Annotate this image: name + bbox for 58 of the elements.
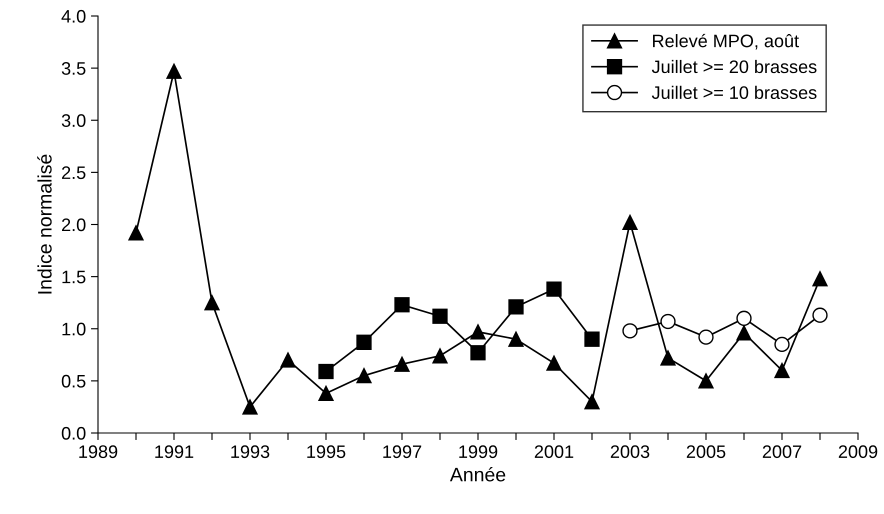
point: [584, 394, 600, 410]
point: [698, 329, 714, 345]
point: [204, 295, 220, 310]
point: [356, 334, 372, 350]
point: [622, 323, 638, 338]
point: [622, 214, 638, 230]
point: [812, 308, 828, 323]
legend-label: Juillet >= 10 brasses: [652, 86, 816, 100]
x-tick-label: 1989: [79, 445, 118, 458]
point: [470, 345, 486, 360]
x-tick-label: 2005: [686, 445, 726, 458]
x-axis-title: Année: [450, 466, 506, 482]
point: [508, 299, 524, 314]
point: [242, 399, 258, 415]
x-tick-label: 2001: [534, 445, 574, 458]
y-tick-label: 2.5: [62, 166, 86, 180]
legend-label: Juillet >= 20 brasses: [652, 60, 816, 74]
point: [546, 356, 562, 371]
y-tick-label: 0.5: [62, 374, 86, 388]
y-tick-label: 1.5: [62, 270, 86, 284]
point: [432, 348, 448, 364]
point: [736, 325, 752, 341]
point: [660, 350, 676, 366]
y-tick-label: 1.0: [62, 322, 86, 336]
point: [356, 368, 372, 384]
x-tick-label: 2007: [762, 445, 802, 458]
point: [584, 332, 600, 347]
point: [128, 225, 144, 240]
x-tick-label: 1993: [231, 445, 270, 458]
point: [812, 271, 828, 286]
point: [698, 373, 714, 389]
point: [318, 386, 334, 402]
x-tick-label: 2009: [838, 445, 878, 458]
x-tick-label: 2003: [610, 445, 650, 458]
x-tick-label: 1991: [155, 445, 194, 458]
x-tick-label: 1999: [459, 445, 498, 458]
point: [470, 324, 486, 340]
point: [774, 362, 790, 378]
point: [394, 297, 410, 312]
x-tick-label: 1997: [383, 445, 422, 458]
point: [546, 281, 562, 297]
point: [166, 64, 182, 79]
point: [660, 314, 676, 330]
point: [394, 356, 410, 372]
point: [432, 308, 448, 324]
y-tick-label: 3.5: [62, 62, 86, 75]
point: [280, 352, 296, 368]
point: [774, 336, 790, 352]
y-tick-label: 0.0: [62, 426, 86, 440]
y-tick-label: 2.0: [62, 218, 86, 232]
point: [508, 332, 524, 347]
point: [736, 310, 752, 326]
y-axis-title: Indice normalisé: [37, 154, 52, 294]
legend-label: Relevé MPO, août: [653, 34, 799, 50]
x-tick-label: 1995: [307, 445, 346, 458]
point: [318, 364, 334, 380]
y-tick-label: 4.0: [62, 10, 86, 23]
y-tick-label: 3.0: [62, 114, 86, 127]
